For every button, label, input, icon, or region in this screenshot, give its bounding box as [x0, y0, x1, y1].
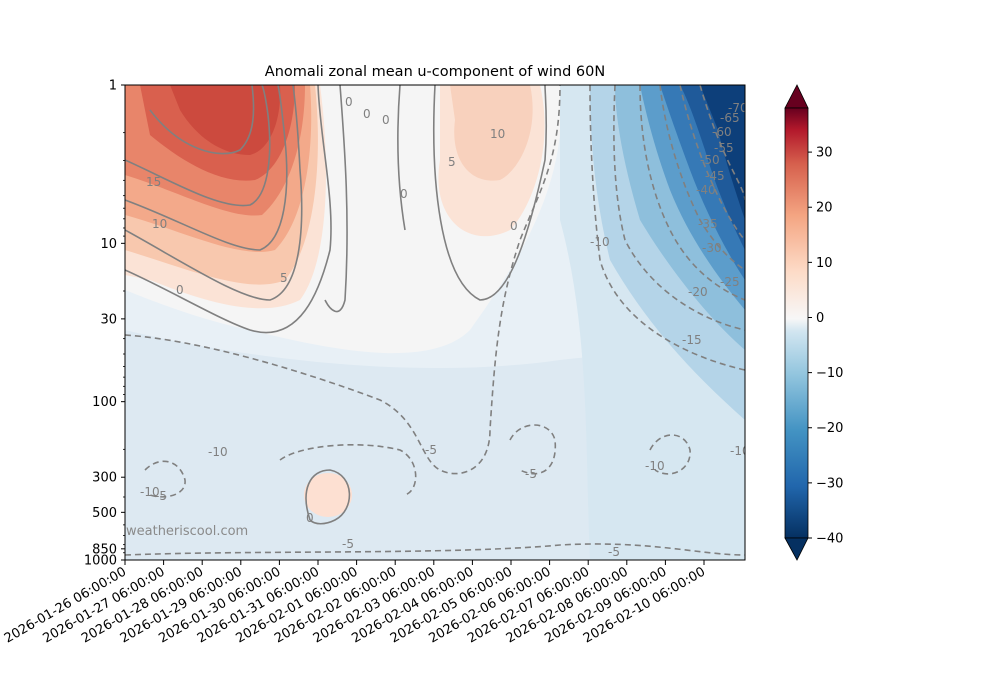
contour-line	[589, 85, 745, 371]
contour-label: -20	[688, 285, 708, 299]
y-tick-label: 1	[109, 79, 117, 94]
contour-line	[305, 469, 351, 525]
contour-label: -65	[720, 111, 740, 125]
colorbar-tick-label: 0	[816, 311, 824, 326]
contour-label: -10	[208, 445, 228, 459]
contour-line	[679, 85, 745, 241]
contour-label: 0	[176, 283, 184, 297]
contour-label: -10	[140, 485, 160, 499]
colorbar-bottom-arrow	[784, 537, 809, 561]
contour-label: -45	[705, 169, 725, 183]
contour-label: 15	[146, 175, 161, 189]
contour-line	[125, 85, 288, 251]
contour-line	[125, 85, 332, 334]
contour-label: -55	[714, 141, 734, 155]
plot-area: 0 0 0 10 5 0 0 15 10 0 5 -10 -10 -5 -5 -…	[125, 85, 750, 560]
contour-line	[324, 85, 348, 313]
contour-label: -10	[730, 444, 750, 458]
contour-label: 5	[280, 271, 288, 285]
field-pos-mid-2	[450, 85, 533, 181]
contour-label: -50	[700, 153, 720, 167]
colorbar-tick-label: −20	[816, 421, 843, 436]
y-tick-label: 10	[100, 237, 117, 252]
contour-label: -35	[698, 217, 718, 231]
contour-label: 10	[152, 217, 167, 231]
contour-label: -70	[728, 101, 748, 115]
contour-label: 0	[400, 187, 408, 201]
contour-line	[659, 85, 745, 271]
contour-label: 0	[306, 511, 314, 525]
contour-label: 0	[510, 219, 518, 233]
contour-label: -5	[525, 467, 537, 481]
colorbar-tick-label: 20	[816, 201, 833, 216]
y-tick-label: 1000	[84, 554, 117, 569]
chart-title: Anomali zonal mean u-component of wind 6…	[265, 64, 605, 80]
y-tick-label: 300	[92, 471, 117, 486]
contour-label: -40	[696, 183, 716, 197]
contour-label: 0	[382, 113, 390, 127]
y-tick-label: 100	[92, 395, 117, 410]
contour-label: -5	[342, 537, 354, 551]
contour-line	[144, 460, 186, 498]
y-tick-label: 500	[92, 506, 117, 521]
contour-line	[639, 85, 745, 301]
contour-label: -15	[682, 333, 702, 347]
colorbar-tick-label: −10	[816, 366, 843, 381]
contour-line	[149, 85, 255, 155]
contour-line	[397, 85, 406, 231]
contour-line	[509, 424, 557, 475]
plot-frame	[124, 84, 746, 561]
contour-label: 0	[363, 107, 371, 121]
colorbar-body	[784, 107, 809, 539]
contour-label: -60	[712, 125, 732, 139]
y-tick-label: 30	[100, 312, 117, 327]
contour-label: -10	[590, 235, 610, 249]
contour-line	[125, 85, 303, 301]
colorbar-tick-label: −30	[816, 476, 843, 491]
contour-label: -25	[720, 275, 740, 289]
colorbar-top-arrow	[784, 84, 809, 109]
contour-line	[279, 444, 417, 496]
contour-label: -5	[425, 443, 437, 457]
field-pos-blob	[304, 473, 352, 517]
contour-line	[649, 434, 691, 475]
colorbar: 30 20 10 0 −10 −20 −30 −40	[784, 84, 843, 561]
contour-line	[125, 543, 745, 556]
contour-label: 5	[448, 155, 456, 169]
contour-line	[125, 85, 271, 207]
contour-line	[433, 85, 548, 301]
contour-label: -5	[608, 545, 620, 559]
field-neg-7	[700, 85, 745, 220]
y-tick-label: 850	[92, 542, 117, 557]
contour-label: -10	[645, 459, 665, 473]
watermark: weatheriscool.com	[126, 524, 248, 539]
contour-label: 0	[345, 95, 353, 109]
colorbar-tick-label: −40	[816, 532, 843, 547]
colorbar-tick-label: 10	[816, 256, 833, 271]
contour-label: -30	[702, 241, 722, 255]
colorbar-tick-label: 30	[816, 146, 833, 161]
contour-line	[613, 85, 745, 331]
contour-label: -5	[155, 489, 167, 503]
contour-label: 10	[490, 127, 505, 141]
